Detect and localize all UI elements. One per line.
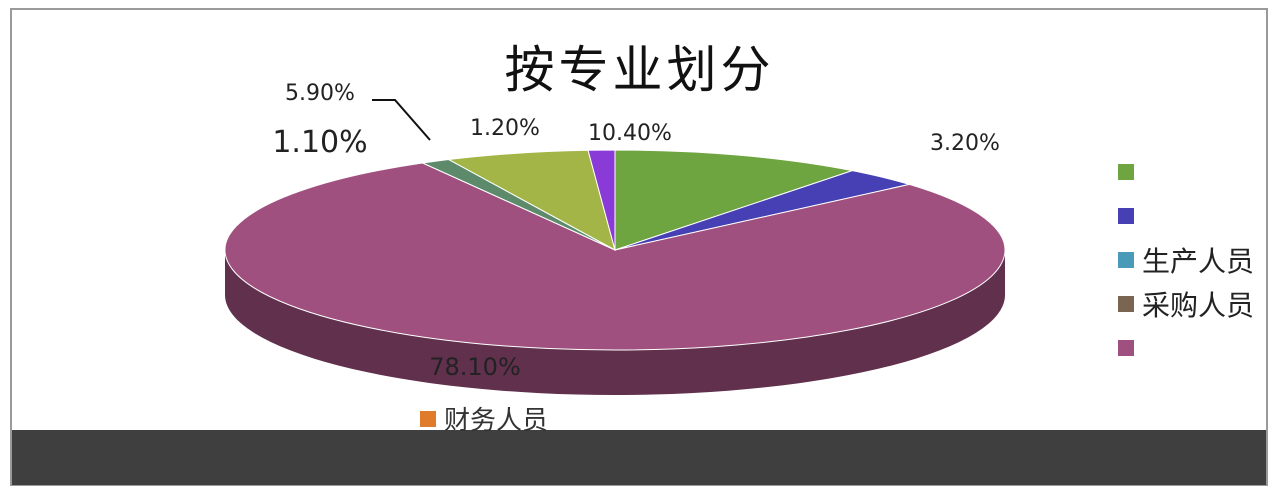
pie-slice (587, 149, 616, 251)
chart-legend: 生产人员 采购人员 (1118, 150, 1254, 370)
legend-item: 采购人员 (1118, 282, 1254, 326)
legend-label: 财务人员 (444, 406, 549, 436)
pie-data-label: 1.20% (470, 116, 540, 141)
legend-item (1118, 326, 1254, 370)
pie-slice-side (225, 250, 1005, 395)
chart-base-band (12, 430, 1266, 485)
legend-label: 采购人员 (1142, 289, 1255, 322)
legend-item (1118, 194, 1254, 238)
legend-label: 生产人员 (1142, 245, 1255, 278)
chart-title: 按专业划分 (504, 41, 775, 99)
pie-data-label: 3.20% (930, 131, 1000, 156)
legend-swatch-icon (420, 410, 436, 427)
pie-slice (447, 149, 616, 251)
pie-data-label: 10.40% (588, 121, 672, 146)
pie-data-label: 78.10% (429, 353, 521, 381)
pie-slice (224, 162, 1006, 351)
legend-item (1118, 150, 1254, 194)
legend-swatch-icon (1118, 340, 1134, 356)
legend-swatch-icon (1118, 164, 1134, 180)
pie-slice (614, 149, 855, 251)
leader-line (372, 99, 431, 141)
pie-data-label: 1.10% (272, 125, 367, 160)
bottom-legend-item: 财务人员 (420, 400, 548, 437)
legend-swatch-icon (1118, 208, 1134, 224)
legend-swatch-icon (1118, 296, 1134, 312)
legend-item: 生产人员 (1118, 238, 1254, 282)
legend-swatch-icon (1118, 252, 1134, 268)
pie-data-label: 5.90% (285, 81, 355, 106)
